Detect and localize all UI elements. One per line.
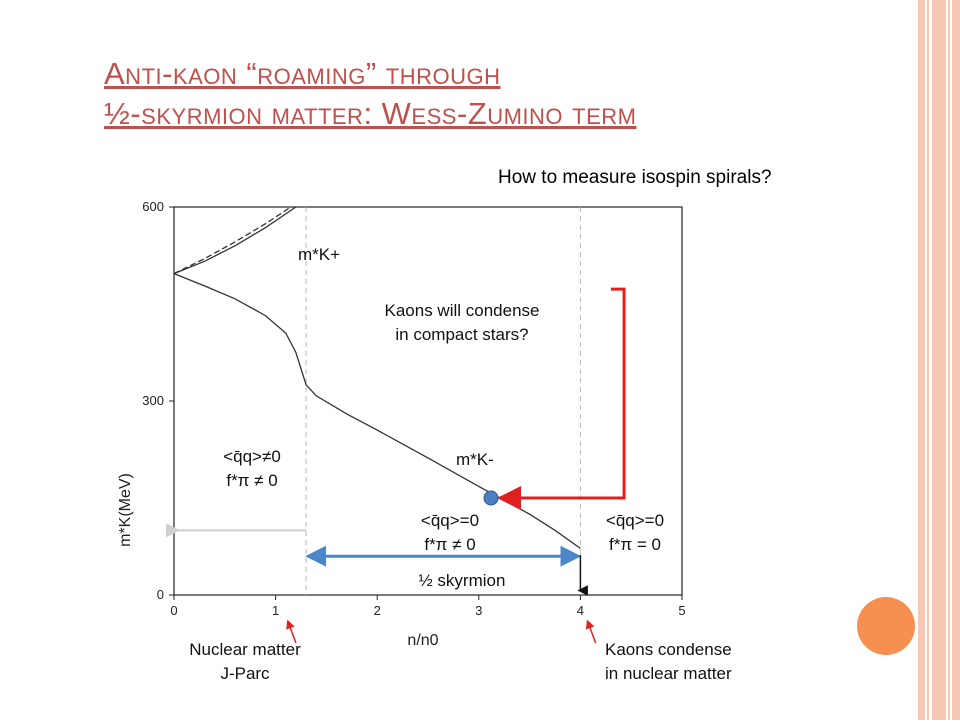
y-tick-label-0: 0 [157,587,164,602]
series-line-0 [173,206,297,275]
label-m-kplus: m*K+ [298,245,340,264]
y-tick-label-2: 600 [142,199,164,214]
label-kaons-condense-1: Kaons condense [605,640,732,659]
slide-title: Anti-kaon “roaming” through ½-skyrmion m… [104,54,824,134]
label-m-kminus: m*K- [456,450,494,469]
label-region-mid-2: f*π ≠ 0 [424,535,475,554]
slide-title-line-1: Anti-kaon “roaming” through [104,56,501,91]
x-tick-label-3: 3 [475,603,482,618]
series-line-1 [173,206,292,275]
label-condense-question-1: Kaons will condense [385,301,540,320]
y-tick-label-1: 300 [142,393,164,408]
label-region-left-2: f*π ≠ 0 [226,471,277,490]
label-condense-question-2: in compact stars? [395,325,528,344]
right-border-decoration [918,0,960,720]
label-nuclear-matter-1: Nuclear matter [189,640,301,659]
y-axis-label: m*K(MeV) [117,473,134,547]
x-tick-label-2: 2 [374,603,381,618]
decorative-circle [857,597,915,655]
x-tick-label-0: 0 [170,603,177,618]
highlight-marker [483,490,499,506]
boundary-lines [305,207,581,595]
marker-group [483,490,499,506]
label-skyrmion: ½ skyrmion [419,571,506,590]
label-region-mid-1: <q̄q>=0 [421,511,479,530]
chart: 0 1 2 3 4 5 0 300 600 m*K(MeV) n/n0 m*K+ m*K- Ka… [117,199,732,683]
slide-subtitle: How to measure isospin spirals? [498,167,772,188]
axes: 0 1 2 3 4 5 0 300 600 [142,199,685,618]
slide-title-line-2: ½-skyrmion matter: Wess-Zumino term [104,96,637,131]
label-region-left-1: <q̄q>≠0 [223,447,281,466]
label-region-right-1: <q̄q>=0 [606,511,664,530]
red-arrow-nuclear-matter [286,619,297,644]
x-tick-label-5: 5 [678,603,685,618]
x-tick-label-1: 1 [272,603,279,618]
annotation-arrows [166,287,626,644]
label-nuclear-matter-2: J-Parc [220,664,270,683]
red-bracket-arrow [496,287,626,510]
red-arrow-kaons-condense [585,619,597,644]
label-region-right-2: f*π = 0 [609,535,661,554]
label-kaons-condense-2: in nuclear matter [605,664,732,683]
x-tick-label-4: 4 [577,603,584,618]
x-axis-label: n/n0 [407,632,438,649]
